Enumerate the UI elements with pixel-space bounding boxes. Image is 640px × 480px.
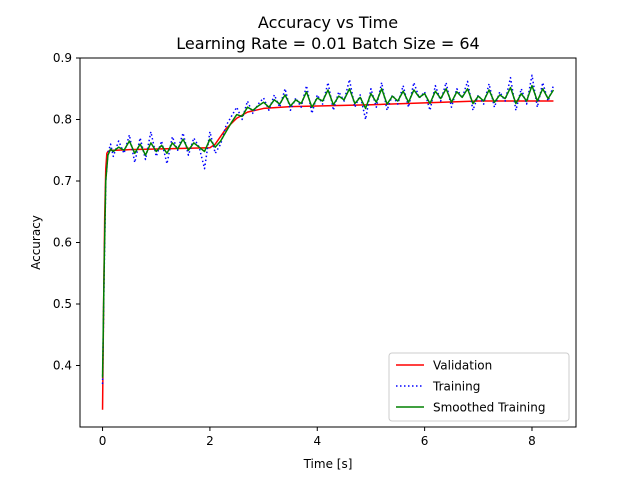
legend: Validation Training Smoothed Training: [388, 352, 570, 422]
y-axis-label: Accuracy: [29, 215, 43, 270]
y-tick-label-0.8: 0.8: [53, 113, 72, 127]
legend-label-smoothed-training: Smoothed Training: [433, 401, 545, 415]
y-tick-label-0.9: 0.9: [53, 51, 72, 65]
chart-title: Accuracy vs Time: [258, 13, 398, 32]
y-tick-label-0.5: 0.5: [53, 297, 72, 311]
y-tick-label-0.4: 0.4: [53, 359, 72, 373]
x-axis-label: Time [s]: [303, 457, 353, 471]
series-layer: [101, 74, 555, 410]
x-tick-label-0: 0: [99, 434, 107, 448]
x-axis: 0 2 4 6 8: [99, 427, 536, 448]
legend-box: [388, 352, 570, 422]
series-line-smoothed-training: [101, 84, 555, 378]
legend-label-validation: Validation: [433, 359, 492, 373]
x-tick-label-2: 2: [206, 434, 214, 448]
y-axis: 0.4 0.5 0.6 0.7 0.8 0.9: [53, 51, 80, 373]
series-line-validation: [101, 100, 554, 410]
y-tick-label-0.6: 0.6: [53, 236, 72, 250]
x-tick-label-6: 6: [421, 434, 429, 448]
y-tick-label-0.7: 0.7: [53, 174, 72, 188]
legend-label-training: Training: [432, 380, 480, 394]
chart-subtitle: Learning Rate = 0.01 Batch Size = 64: [176, 34, 479, 53]
x-tick-label-8: 8: [528, 434, 536, 448]
x-tick-label-4: 4: [313, 434, 321, 448]
